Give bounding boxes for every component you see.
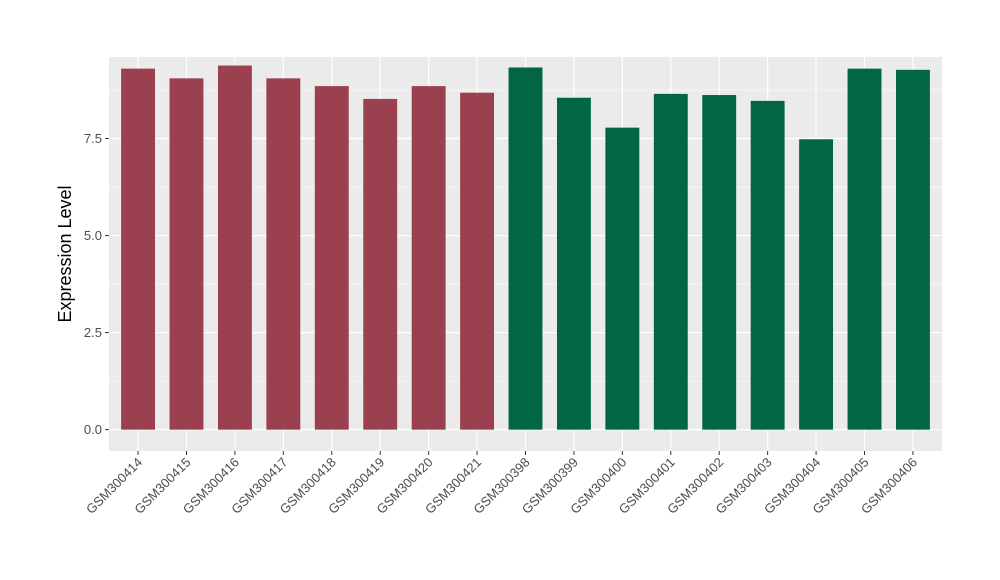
bar (266, 78, 301, 430)
bar (799, 139, 834, 430)
bar (460, 92, 495, 430)
bar (169, 78, 204, 430)
bar (847, 68, 882, 430)
bar (217, 65, 252, 430)
bar (556, 97, 591, 430)
bar (314, 86, 349, 430)
bars (121, 65, 930, 430)
bar (702, 95, 737, 430)
bar (508, 67, 543, 430)
y-axis: 0.0 2.5 5.0 7.5 (84, 131, 109, 437)
bar (363, 98, 398, 430)
y-tick-label: 7.5 (84, 131, 102, 146)
y-axis-title: Expression Level (55, 185, 75, 322)
y-tick-label: 0.0 (84, 422, 102, 437)
bar (605, 127, 640, 430)
bar (411, 86, 446, 430)
y-tick-label: 2.5 (84, 325, 102, 340)
bar (653, 93, 688, 430)
y-tick-label: 5.0 (84, 228, 102, 243)
bar (895, 69, 930, 430)
bar (121, 68, 156, 430)
bar (750, 100, 785, 430)
